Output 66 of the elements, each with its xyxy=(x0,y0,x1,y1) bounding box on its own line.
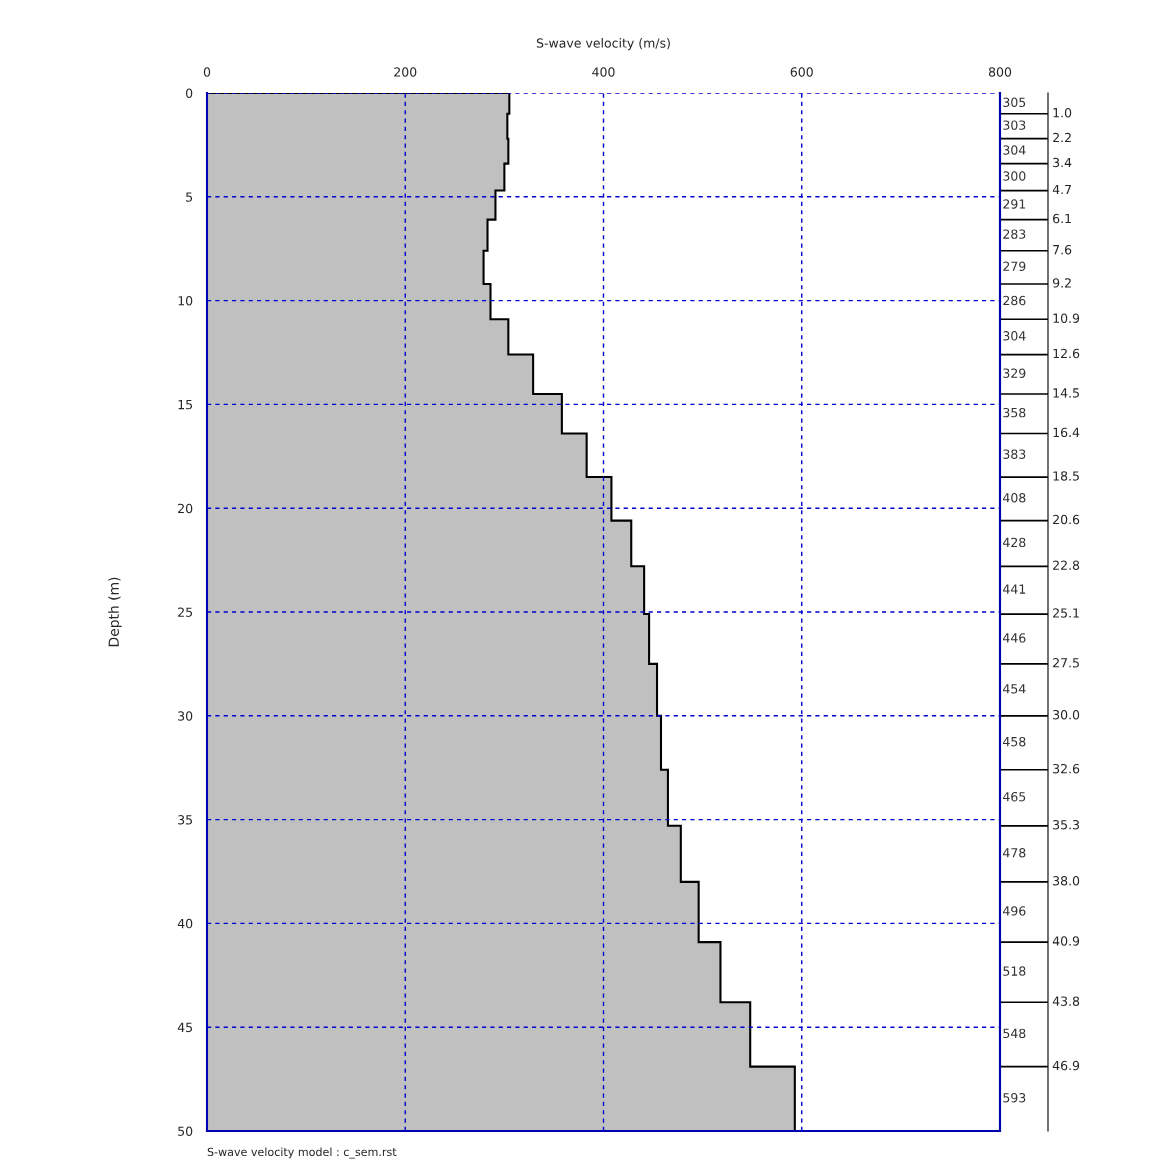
text: 478 xyxy=(1003,848,1026,858)
text: 300 xyxy=(1003,171,1026,181)
text: 518 xyxy=(1003,966,1026,976)
y2-tick-label: 9.2 xyxy=(1052,278,1071,288)
text: 283 xyxy=(1003,229,1026,239)
text: 454 xyxy=(1003,684,1026,694)
y2-tick-label: 43.8 xyxy=(1052,996,1080,1006)
text: 286 xyxy=(1003,295,1026,306)
y2-tick-label: 3.4 xyxy=(1053,157,1072,168)
text: 548 xyxy=(1003,1028,1026,1039)
x-tick-label: 800 xyxy=(988,67,1012,77)
text: 303 xyxy=(1003,120,1026,130)
text: 358 xyxy=(1003,407,1026,418)
y2-tick-label: 6.1 xyxy=(1053,213,1071,224)
y2-tick-label: 35.3 xyxy=(1053,820,1079,830)
text: 496 xyxy=(1003,906,1026,916)
y-tick-label: 35 xyxy=(178,815,193,825)
text: 465 xyxy=(1003,791,1026,802)
y2-tick-label: 38.0 xyxy=(1053,876,1080,886)
x-tick-label: 600 xyxy=(790,67,813,77)
text: 593 xyxy=(1003,1092,1026,1103)
y2-tick-label: 25.1 xyxy=(1053,608,1079,618)
y2-tick-label: 1.0 xyxy=(1053,107,1072,118)
text: S-wave velocity model : c_sem.rst xyxy=(207,1147,397,1159)
y2-tick-label: 12.6 xyxy=(1053,348,1080,359)
text: 291 xyxy=(1003,199,1026,209)
text: 383 xyxy=(1003,449,1026,459)
y2-tick-label: 2.2 xyxy=(1053,132,1071,143)
x-tick-label: 400 xyxy=(592,67,615,77)
text: 446 xyxy=(1003,633,1026,643)
text: 329 xyxy=(1003,368,1026,378)
y-axis-title: Depth (m) xyxy=(108,577,122,647)
y2-tick-label: 14.5 xyxy=(1053,388,1079,398)
y-tick-label: 0 xyxy=(185,88,193,98)
y2-tick-label: 46.9 xyxy=(1052,1060,1080,1071)
y2-tick-label: 27.5 xyxy=(1053,658,1079,668)
y-tick-label: 40 xyxy=(177,918,193,929)
text: 458 xyxy=(1003,736,1026,747)
text: 305 xyxy=(1003,97,1026,108)
text: 304 xyxy=(1003,331,1026,341)
y2-tick-label: 40.9 xyxy=(1052,936,1080,946)
text: 304 xyxy=(1003,145,1026,155)
text: 441 xyxy=(1003,584,1026,594)
y2-tick-label: 4.7 xyxy=(1052,184,1071,195)
y-tick-label: 30 xyxy=(178,711,193,721)
y2-tick-label: 20.6 xyxy=(1053,514,1080,525)
y2-tick-label: 16.4 xyxy=(1053,427,1080,438)
y-tick-label: 10 xyxy=(178,296,193,306)
y2-tick-label: 7.6 xyxy=(1053,244,1072,255)
y-tick-label: 45 xyxy=(177,1022,193,1033)
y-tick-label: 25 xyxy=(178,607,193,617)
y2-tick-label: 30.0 xyxy=(1053,709,1080,720)
y-tick-label: 5 xyxy=(186,192,193,202)
y-tick-label: 20 xyxy=(178,503,193,514)
y2-tick-label: 18.5 xyxy=(1053,471,1079,481)
y2-tick-label: 22.8 xyxy=(1053,560,1080,570)
x-tick-label: 200 xyxy=(394,67,417,77)
y-tick-label: 50 xyxy=(178,1126,193,1136)
text: 428 xyxy=(1003,537,1026,548)
y2-tick-label: 10.9 xyxy=(1053,313,1080,323)
y-tick-label: 15 xyxy=(178,400,193,410)
x-tick-label: 0 xyxy=(203,67,211,77)
x-axis-title: S-wave velocity (m/s) xyxy=(536,38,670,51)
y2-tick-label: 32.6 xyxy=(1053,763,1080,774)
text: 408 xyxy=(1003,493,1026,503)
text: 279 xyxy=(1003,261,1026,272)
